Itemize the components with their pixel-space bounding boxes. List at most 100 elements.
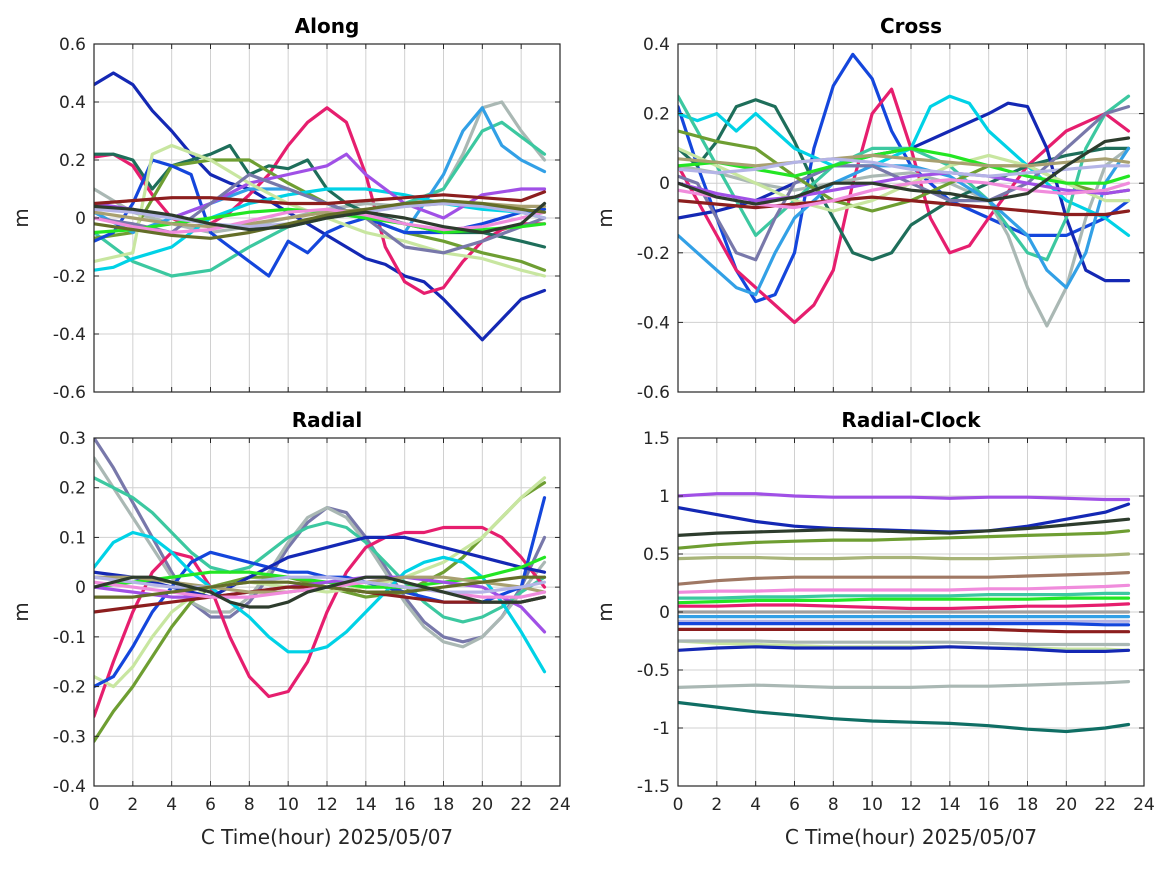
x-tick-label: 24 bbox=[1133, 795, 1155, 815]
x-tick-label: 8 bbox=[828, 795, 839, 815]
x-tick-label: 2 bbox=[127, 795, 138, 815]
x-tick-label: 14 bbox=[939, 795, 961, 815]
series-line-5 bbox=[678, 570, 1131, 586]
y-tick-label: -0.2 bbox=[637, 244, 670, 264]
y-tick-label: -1 bbox=[653, 719, 670, 739]
series-group bbox=[94, 438, 547, 743]
y-tick-label: 0.3 bbox=[59, 429, 86, 449]
y-tick-label: -0.1 bbox=[53, 628, 86, 648]
x-axis-label: C Time(hour) 2025/05/07 bbox=[785, 825, 1037, 849]
y-tick-label: 1.5 bbox=[643, 429, 670, 449]
x-tick-label: 0 bbox=[89, 795, 100, 815]
y-tick-label: -1.5 bbox=[637, 777, 670, 797]
x-tick-label: 12 bbox=[900, 795, 922, 815]
y-tick-label: -0.2 bbox=[53, 678, 86, 698]
series-line-12 bbox=[678, 171, 1131, 203]
y-tick-label: 0.2 bbox=[59, 479, 86, 499]
series-line-17 bbox=[678, 645, 1131, 654]
panel-3: 0 2 4 6 8 10 12 14 16 18 20 22 24-1.5-1-0.500.511.5R… bbox=[593, 408, 1155, 849]
series-line-14 bbox=[94, 575, 547, 594]
series-line-5 bbox=[94, 476, 547, 689]
series-line-16 bbox=[94, 575, 547, 609]
y-tick-label: -0.5 bbox=[637, 661, 670, 681]
y-tick-label: -0.3 bbox=[53, 727, 86, 747]
x-tick-label: 8 bbox=[244, 795, 255, 815]
y-tick-label: 0 bbox=[75, 578, 86, 598]
series-line-19 bbox=[678, 700, 1131, 734]
x-tick-label: 20 bbox=[472, 795, 494, 815]
panel-0: -0.6 -0.4 -0.2 0 0.2 0.4 0.6 Along m bbox=[9, 14, 561, 403]
x-tick-label: 16 bbox=[394, 795, 416, 815]
y-tick-label: 0.2 bbox=[643, 105, 670, 125]
series-line-0 bbox=[678, 52, 1131, 304]
series-line-14 bbox=[678, 153, 1131, 168]
y-tick-label: 0.1 bbox=[59, 528, 86, 548]
panel-2: 0 2 4 6 8 10 12 14 16 18 20 22 24-0.4-0.3-0.2-0.100.… bbox=[9, 408, 571, 849]
series-line-2 bbox=[94, 100, 547, 235]
series-line-3 bbox=[94, 525, 547, 719]
series-line-0 bbox=[678, 492, 1131, 502]
panel-1: -0.6 -0.4 -0.2 0 0.2 0.4 Cross m bbox=[593, 14, 1145, 403]
y-tick-label: 0.6 bbox=[59, 35, 86, 55]
series-line-17 bbox=[94, 199, 547, 240]
chart-title: Radial-Clock bbox=[841, 408, 981, 432]
y-tick-label: -0.4 bbox=[637, 313, 670, 333]
y-tick-label: -0.6 bbox=[637, 383, 670, 403]
series-line-14 bbox=[678, 627, 1131, 634]
series-group bbox=[678, 492, 1131, 734]
x-tick-label: 4 bbox=[750, 795, 761, 815]
series-line-2 bbox=[94, 476, 547, 624]
y-tick-label: 0.4 bbox=[643, 35, 670, 55]
x-tick-label: 2 bbox=[711, 795, 722, 815]
y-tick-label: -0.6 bbox=[53, 383, 86, 403]
series-line-7 bbox=[678, 591, 1131, 600]
series-line-1 bbox=[94, 456, 547, 649]
series-line-3 bbox=[678, 529, 1131, 550]
series-line-7 bbox=[94, 530, 547, 674]
x-tick-label: 18 bbox=[433, 795, 455, 815]
series-line-12 bbox=[94, 190, 547, 206]
x-tick-label: 6 bbox=[205, 795, 216, 815]
chart-title: Cross bbox=[880, 14, 942, 38]
x-tick-label: 24 bbox=[549, 795, 571, 815]
series-line-8 bbox=[678, 104, 1131, 262]
series-line-0 bbox=[94, 438, 547, 644]
chart-title: Radial bbox=[292, 408, 362, 432]
series-line-8 bbox=[678, 596, 1131, 605]
y-tick-label: 0.4 bbox=[59, 93, 86, 113]
y-tick-label: 0 bbox=[659, 603, 670, 623]
y-tick-label: -0.2 bbox=[53, 267, 86, 287]
series-line-16 bbox=[678, 639, 1131, 647]
y-axis-label: m bbox=[9, 602, 33, 621]
y-axis-label: m bbox=[593, 208, 617, 227]
series-line-15 bbox=[94, 207, 547, 235]
series-line-18 bbox=[94, 201, 547, 235]
series-line-1 bbox=[678, 87, 1131, 324]
x-tick-label: 16 bbox=[978, 795, 1000, 815]
y-tick-label: 0.5 bbox=[643, 545, 670, 565]
series-line-6 bbox=[678, 583, 1131, 594]
series-line-18 bbox=[678, 679, 1131, 690]
x-tick-label: 0 bbox=[673, 795, 684, 815]
x-tick-label: 6 bbox=[789, 795, 800, 815]
x-tick-label: 10 bbox=[277, 795, 299, 815]
series-line-16 bbox=[678, 157, 1131, 178]
series-line-13 bbox=[678, 195, 1131, 217]
x-axis-label: C Time(hour) 2025/05/07 bbox=[201, 825, 453, 849]
x-tick-label: 22 bbox=[510, 795, 532, 815]
series-group bbox=[94, 71, 547, 342]
x-tick-label: 12 bbox=[316, 795, 338, 815]
y-tick-label: 0 bbox=[75, 209, 86, 229]
series-line-0 bbox=[94, 71, 547, 342]
y-tick-label: 1 bbox=[659, 487, 670, 507]
y-axis-label: m bbox=[9, 208, 33, 227]
x-tick-label: 20 bbox=[1056, 795, 1078, 815]
series-line-9 bbox=[678, 602, 1131, 611]
x-tick-label: 4 bbox=[166, 795, 177, 815]
series-group bbox=[678, 52, 1131, 328]
x-tick-label: 22 bbox=[1094, 795, 1116, 815]
series-line-4 bbox=[678, 552, 1131, 561]
y-tick-label: -0.4 bbox=[53, 325, 86, 345]
series-line-17 bbox=[678, 136, 1131, 206]
y-tick-label: 0.2 bbox=[59, 151, 86, 171]
